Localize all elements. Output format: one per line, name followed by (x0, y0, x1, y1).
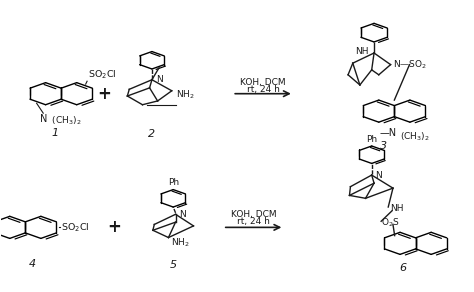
Text: NH: NH (355, 47, 368, 56)
Text: 5: 5 (170, 260, 177, 270)
Text: (CH$_3$)$_2$: (CH$_3$)$_2$ (401, 131, 430, 143)
Text: 4: 4 (28, 259, 36, 269)
Text: rt, 24 h: rt, 24 h (237, 217, 270, 226)
Text: (CH$_3$)$_2$: (CH$_3$)$_2$ (43, 114, 82, 127)
Text: NH$_2$: NH$_2$ (175, 89, 194, 101)
Text: —N: —N (379, 128, 396, 138)
Text: 6: 6 (399, 263, 406, 273)
Text: 1: 1 (51, 128, 58, 138)
Text: Ph: Ph (168, 178, 179, 187)
Text: KOH, DCM: KOH, DCM (240, 78, 286, 86)
Text: NH: NH (391, 204, 404, 213)
Text: N: N (39, 114, 47, 124)
Text: N: N (179, 210, 186, 219)
Text: N: N (375, 171, 382, 180)
Text: KOH, DCM: KOH, DCM (231, 210, 276, 219)
Text: N—SO$_2$: N—SO$_2$ (393, 58, 428, 71)
Text: SO$_2$Cl: SO$_2$Cl (88, 68, 117, 81)
Text: +: + (98, 85, 111, 103)
Text: 3: 3 (380, 141, 387, 152)
Text: rt, 24 h: rt, 24 h (246, 85, 280, 94)
Text: O$_2$S: O$_2$S (381, 217, 400, 229)
Text: 2: 2 (148, 129, 155, 139)
Text: N: N (156, 75, 163, 84)
Text: NH$_2$: NH$_2$ (171, 237, 190, 249)
Text: Ph: Ph (366, 135, 377, 144)
Text: SO$_2$Cl: SO$_2$Cl (61, 221, 90, 234)
Text: +: + (107, 218, 121, 236)
